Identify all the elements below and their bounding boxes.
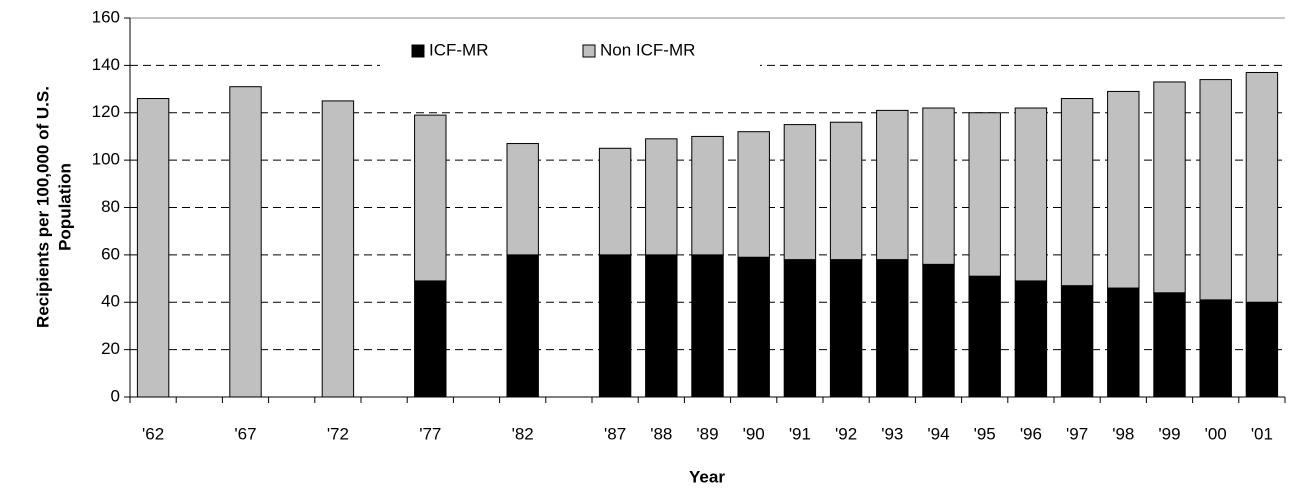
x-tick-label: '01 [1251, 424, 1273, 443]
x-tick-label: '96 [1020, 424, 1042, 443]
bar-segment [1199, 79, 1232, 301]
bar-segment [1245, 301, 1279, 398]
y-tick-label: 20 [101, 339, 120, 358]
y-tick-label: 140 [92, 55, 120, 74]
y-tick-label: 40 [101, 292, 120, 311]
y-tick-label: 100 [92, 150, 120, 169]
bar-segment [598, 147, 632, 256]
bar-segment [321, 100, 355, 398]
x-axis-label: Year [689, 467, 725, 486]
y-tick-label: 160 [92, 7, 120, 26]
x-tick-label: '98 [1112, 424, 1134, 443]
bar-segment [922, 263, 955, 398]
x-tick-label: '93 [881, 424, 903, 443]
bar-segment [829, 121, 863, 261]
bar-segment [1107, 287, 1140, 398]
x-tick-label: '88 [650, 424, 672, 443]
y-tick-label: 80 [101, 197, 120, 216]
bar-segment [737, 256, 770, 398]
legend-background [380, 36, 760, 76]
y-tick-label: 60 [101, 244, 120, 263]
y-axis-label: Recipients per 100,000 of U.S. [33, 86, 52, 328]
bar-segment [1060, 98, 1094, 287]
bar-segment [691, 254, 724, 398]
bar-segment [645, 254, 678, 398]
bar-segment [414, 114, 447, 282]
bar-segment [645, 138, 678, 256]
bar-segment [1060, 285, 1094, 398]
x-tick-label: '67 [234, 424, 256, 443]
bar-segment [968, 112, 1001, 277]
bar-segment [783, 259, 817, 398]
bar-segment [1199, 299, 1232, 398]
bar-segment [829, 259, 863, 398]
x-tick-label: '00 [1205, 424, 1227, 443]
x-tick-label: '99 [1158, 424, 1180, 443]
legend-label: Non ICF-MR [600, 40, 695, 59]
x-tick-label: '62 [142, 424, 164, 443]
x-tick-label: '77 [419, 424, 441, 443]
bar-segment [783, 124, 817, 261]
x-tick-label: '82 [512, 424, 534, 443]
x-tick-label: '92 [835, 424, 857, 443]
bar-segment [229, 86, 262, 398]
bar-segment [1245, 71, 1279, 303]
y-tick-label: 120 [92, 102, 120, 121]
legend-label: ICF-MR [429, 40, 488, 59]
bar-segment [136, 98, 170, 398]
bar-segment [876, 109, 909, 261]
bar-segment [414, 280, 447, 398]
bar-segment [691, 135, 724, 256]
bar-segment [598, 254, 632, 398]
legend-swatch [582, 44, 596, 58]
x-tick-label: '72 [327, 424, 349, 443]
bar-segment [968, 275, 1001, 398]
bar-segment [737, 131, 770, 258]
y-tick-label: 0 [111, 386, 120, 405]
bar-segment [922, 107, 955, 265]
bar-segment [876, 259, 909, 398]
x-tick-label: '87 [604, 424, 626, 443]
bar-segment [1014, 280, 1048, 398]
bar-segment [1107, 90, 1140, 289]
x-tick-label: '95 [974, 424, 996, 443]
x-tick-label: '91 [789, 424, 811, 443]
bar-segment [506, 143, 539, 256]
y-axis-label: Population [55, 163, 74, 251]
x-tick-label: '94 [927, 424, 949, 443]
bar-segment [1153, 81, 1186, 294]
bar-segment [506, 254, 539, 398]
bar-segment [1153, 292, 1186, 398]
legend-swatch [411, 44, 425, 58]
x-tick-label: '90 [743, 424, 765, 443]
bar-segment [1014, 107, 1048, 282]
x-tick-label: '89 [696, 424, 718, 443]
x-tick-label: '97 [1066, 424, 1088, 443]
